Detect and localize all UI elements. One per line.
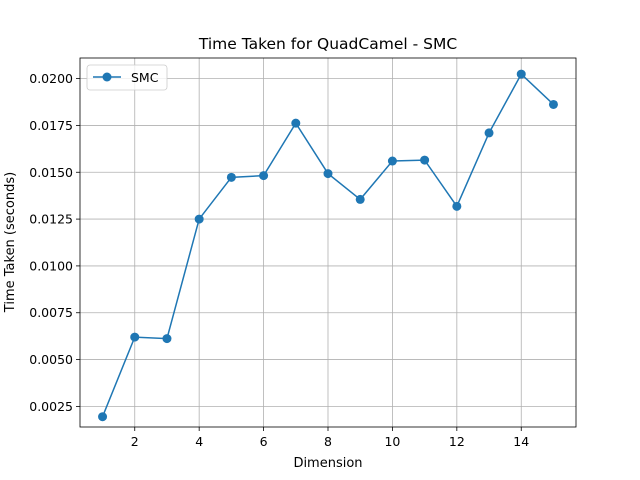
y-tick-label: 0.0200	[29, 71, 73, 86]
x-tick-label: 4	[195, 434, 203, 449]
x-tick-label: 14	[513, 434, 529, 449]
data-point	[162, 334, 172, 344]
data-point	[259, 171, 269, 181]
x-tick-label: 8	[324, 434, 332, 449]
data-point	[452, 201, 462, 211]
y-tick-label: 0.0125	[29, 212, 73, 227]
data-point	[355, 194, 365, 204]
data-point	[226, 172, 236, 182]
legend-box	[86, 64, 168, 91]
grid	[80, 58, 576, 427]
data-point	[291, 118, 301, 128]
chart-title: Time Taken for QuadCamel - SMC	[198, 35, 457, 53]
y-tick-label: 0.0100	[29, 258, 73, 273]
legend: SMC	[86, 64, 168, 91]
y-axis: 0.0025 0.0050 0.0075 0.0100 0.0125 0.0150 0.01…	[29, 71, 80, 414]
data-point	[516, 69, 526, 79]
x-tick-label: 6	[260, 434, 268, 449]
legend-label-smc: SMC	[131, 70, 159, 85]
data-point	[484, 128, 494, 138]
data-point	[98, 412, 108, 422]
y-tick-label: 0.0075	[29, 305, 73, 320]
data-point	[387, 156, 397, 166]
x-axis-label: Dimension	[293, 456, 362, 471]
legend-marker-smc	[102, 72, 112, 82]
y-tick-label: 0.0025	[29, 399, 73, 414]
y-axis-label: Time Taken (seconds)	[3, 172, 18, 313]
data-point	[420, 155, 430, 165]
x-tick-label: 12	[449, 434, 465, 449]
series-layer	[98, 69, 558, 422]
data-point	[323, 169, 333, 179]
data-point	[194, 214, 204, 224]
x-tick-label: 2	[131, 434, 139, 449]
y-tick-label: 0.0150	[29, 165, 73, 180]
data-point	[130, 332, 140, 342]
data-point	[548, 99, 558, 109]
x-axis: 2 4 6 8 10 12 14	[131, 427, 529, 449]
y-tick-label: 0.0175	[29, 118, 73, 133]
x-tick-label: 10	[384, 434, 400, 449]
y-tick-label: 0.0050	[29, 352, 73, 367]
